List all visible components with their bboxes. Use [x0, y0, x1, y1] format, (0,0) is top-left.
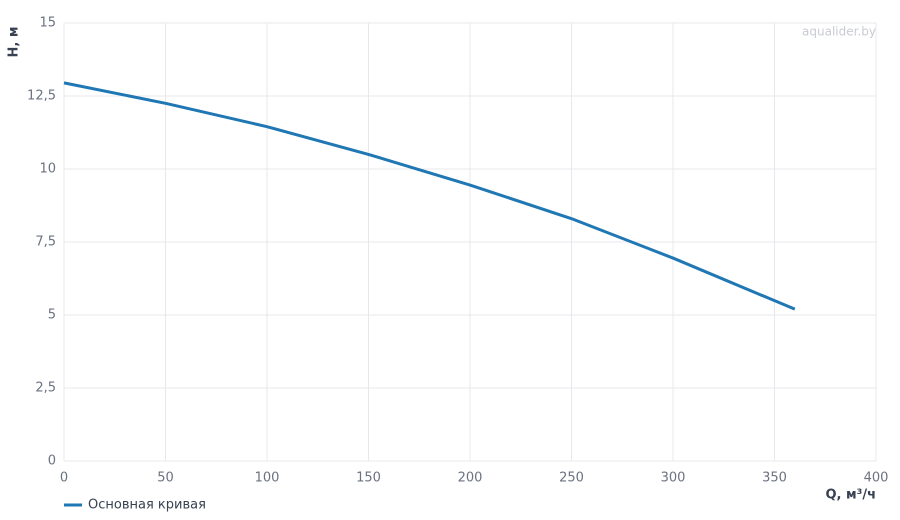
x-tick-label: 350: [762, 471, 787, 486]
x-axis-label: Q, м³/ч: [825, 488, 876, 503]
y-tick-label: 7,5: [35, 235, 56, 250]
watermark: aqualider.by: [802, 25, 876, 39]
y-tick-label: 15: [39, 16, 56, 31]
x-tick-label: 0: [60, 471, 68, 486]
x-tick-label: 400: [864, 471, 889, 486]
x-tick-label: 300: [661, 471, 686, 486]
x-tick-label: 100: [255, 471, 280, 486]
x-tick-label: 250: [559, 471, 584, 486]
legend-label: Основная кривая: [88, 498, 206, 513]
line-series: [63, 81, 796, 311]
y-tick-label: 2,5: [35, 381, 56, 396]
x-tick-label: 50: [157, 471, 174, 486]
y-tick-label: 12,5: [27, 89, 56, 104]
y-tick-label: 5: [48, 308, 56, 323]
y-axis-label: H, м: [7, 27, 22, 58]
y-tick-label: 10: [39, 162, 56, 177]
x-tick-label: 200: [458, 471, 483, 486]
x-tick-label: 150: [356, 471, 381, 486]
y-tick-label: 0: [48, 454, 56, 469]
